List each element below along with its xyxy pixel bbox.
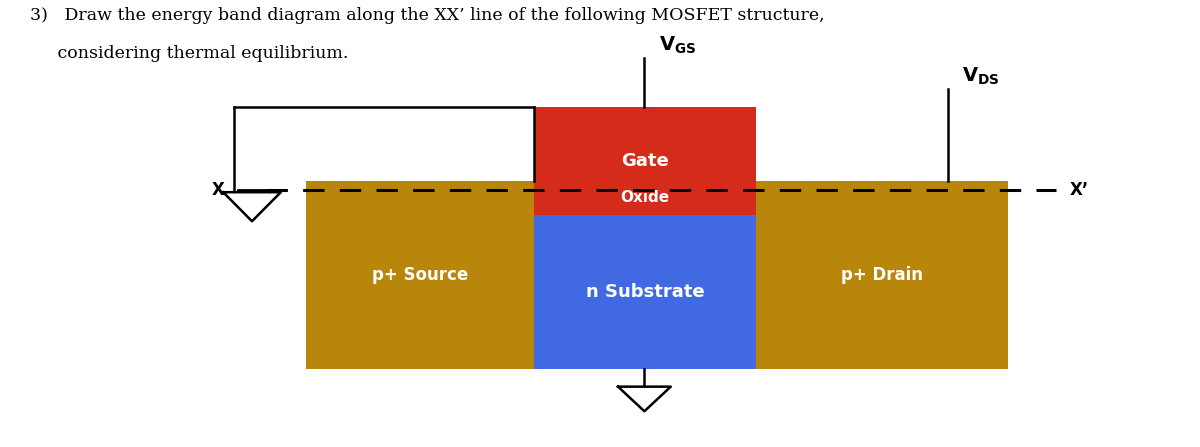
Bar (534, 107, 756, 215)
Text: p+ Drain: p+ Drain (841, 266, 923, 284)
Bar (306, 215, 1008, 369)
Text: X’: X’ (1069, 181, 1088, 199)
Text: $\mathregular{V}$$_{\mathregular{GS}}$: $\mathregular{V}$$_{\mathregular{GS}}$ (659, 34, 696, 56)
Text: 3)   Draw the energy band diagram along the XX’ line of the following MOSFET str: 3) Draw the energy band diagram along th… (30, 7, 824, 24)
Bar (756, 181, 1008, 369)
Text: $\mathregular{V}$$_{\mathregular{DS}}$: $\mathregular{V}$$_{\mathregular{DS}}$ (962, 66, 1000, 87)
Bar (534, 181, 756, 215)
Text: Oxide: Oxide (620, 190, 670, 205)
Polygon shape (223, 192, 281, 221)
Text: p+ Source: p+ Source (372, 266, 468, 284)
Text: X: X (211, 181, 224, 199)
Bar (306, 181, 534, 369)
Text: n Substrate: n Substrate (586, 283, 704, 301)
Polygon shape (618, 387, 671, 411)
Text: considering thermal equilibrium.: considering thermal equilibrium. (30, 45, 348, 62)
Text: Gate: Gate (622, 152, 668, 170)
